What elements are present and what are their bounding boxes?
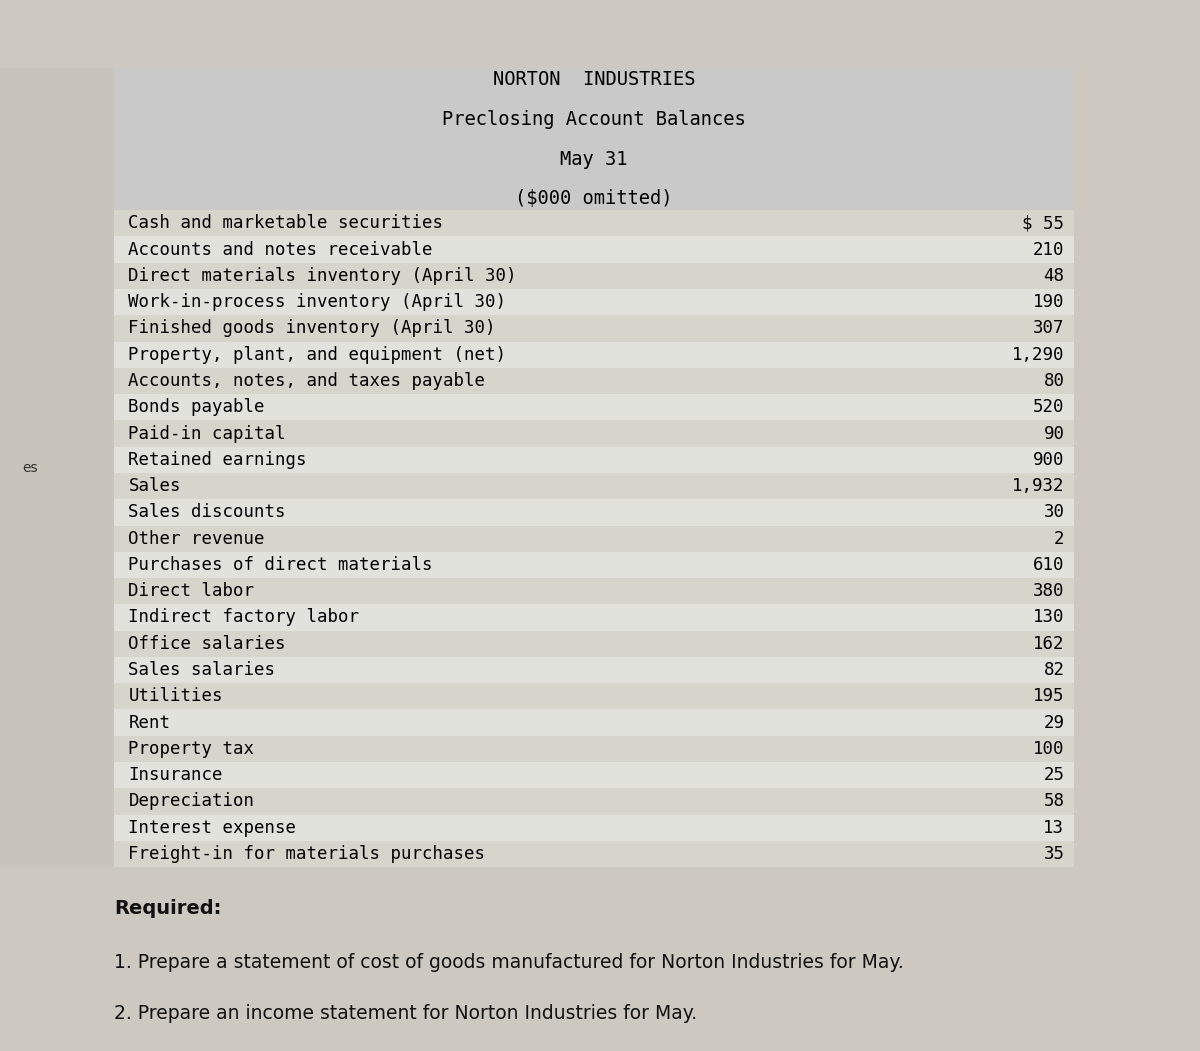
FancyBboxPatch shape — [114, 473, 1074, 499]
Text: 210: 210 — [1033, 241, 1064, 259]
Text: Sales: Sales — [128, 477, 181, 495]
Text: 58: 58 — [1044, 792, 1064, 810]
Text: Property, plant, and equipment (net): Property, plant, and equipment (net) — [128, 346, 506, 364]
Text: Paid-in capital: Paid-in capital — [128, 425, 286, 442]
Text: 48: 48 — [1044, 267, 1064, 285]
Text: Other revenue: Other revenue — [128, 530, 265, 548]
FancyBboxPatch shape — [114, 368, 1074, 394]
FancyBboxPatch shape — [114, 604, 1074, 631]
Text: May 31: May 31 — [560, 149, 628, 168]
Text: NORTON  INDUSTRIES: NORTON INDUSTRIES — [493, 70, 695, 89]
Text: Bonds payable: Bonds payable — [128, 398, 265, 416]
Text: 100: 100 — [1033, 740, 1064, 758]
FancyBboxPatch shape — [114, 578, 1074, 604]
Text: 307: 307 — [1033, 320, 1064, 337]
FancyBboxPatch shape — [114, 447, 1074, 473]
Text: Retained earnings: Retained earnings — [128, 451, 307, 469]
Text: Required:: Required: — [114, 899, 221, 918]
FancyBboxPatch shape — [114, 342, 1074, 368]
Text: 29: 29 — [1044, 714, 1064, 731]
Text: Preclosing Account Balances: Preclosing Account Balances — [442, 110, 746, 129]
FancyBboxPatch shape — [114, 631, 1074, 657]
Text: Accounts, notes, and taxes payable: Accounts, notes, and taxes payable — [128, 372, 485, 390]
Text: Purchases of direct materials: Purchases of direct materials — [128, 556, 433, 574]
Text: 900: 900 — [1033, 451, 1064, 469]
Text: Direct materials inventory (April 30): Direct materials inventory (April 30) — [128, 267, 517, 285]
FancyBboxPatch shape — [114, 709, 1074, 736]
Text: Sales salaries: Sales salaries — [128, 661, 276, 679]
Text: 520: 520 — [1033, 398, 1064, 416]
Text: Indirect factory labor: Indirect factory labor — [128, 609, 360, 626]
Text: 25: 25 — [1044, 766, 1064, 784]
FancyBboxPatch shape — [0, 68, 114, 867]
FancyBboxPatch shape — [114, 788, 1074, 815]
Text: 380: 380 — [1033, 582, 1064, 600]
Text: 195: 195 — [1033, 687, 1064, 705]
Text: Interest expense: Interest expense — [128, 819, 296, 837]
Text: $ 55: $ 55 — [1022, 214, 1064, 232]
Text: 35: 35 — [1044, 845, 1064, 863]
FancyBboxPatch shape — [114, 499, 1074, 526]
Text: 1,290: 1,290 — [1012, 346, 1064, 364]
Text: Direct labor: Direct labor — [128, 582, 254, 600]
Text: Depreciation: Depreciation — [128, 792, 254, 810]
FancyBboxPatch shape — [114, 68, 1074, 210]
Text: ($000 omitted): ($000 omitted) — [515, 189, 673, 208]
FancyBboxPatch shape — [114, 236, 1074, 263]
FancyBboxPatch shape — [114, 394, 1074, 420]
Text: 82: 82 — [1044, 661, 1064, 679]
Text: Work-in-process inventory (April 30): Work-in-process inventory (April 30) — [128, 293, 506, 311]
Text: 1. Prepare a statement of cost of goods manufactured for Norton Industries for M: 1. Prepare a statement of cost of goods … — [114, 953, 904, 972]
FancyBboxPatch shape — [114, 552, 1074, 578]
FancyBboxPatch shape — [114, 815, 1074, 841]
Text: Rent: Rent — [128, 714, 170, 731]
FancyBboxPatch shape — [114, 210, 1074, 236]
Text: Accounts and notes receivable: Accounts and notes receivable — [128, 241, 433, 259]
Text: Utilities: Utilities — [128, 687, 223, 705]
Text: es: es — [22, 460, 38, 475]
Text: 30: 30 — [1044, 503, 1064, 521]
FancyBboxPatch shape — [114, 657, 1074, 683]
FancyBboxPatch shape — [114, 736, 1074, 762]
FancyBboxPatch shape — [114, 315, 1074, 342]
Text: Sales discounts: Sales discounts — [128, 503, 286, 521]
Text: 190: 190 — [1033, 293, 1064, 311]
FancyBboxPatch shape — [114, 420, 1074, 447]
Text: 2. Prepare an income statement for Norton Industries for May.: 2. Prepare an income statement for Norto… — [114, 1004, 697, 1023]
Text: 610: 610 — [1033, 556, 1064, 574]
Text: Freight-in for materials purchases: Freight-in for materials purchases — [128, 845, 485, 863]
FancyBboxPatch shape — [114, 762, 1074, 788]
Text: Insurance: Insurance — [128, 766, 223, 784]
FancyBboxPatch shape — [114, 526, 1074, 552]
FancyBboxPatch shape — [114, 683, 1074, 709]
Text: 13: 13 — [1044, 819, 1064, 837]
Text: 1,932: 1,932 — [1012, 477, 1064, 495]
Text: Office salaries: Office salaries — [128, 635, 286, 653]
Text: 162: 162 — [1033, 635, 1064, 653]
Text: 90: 90 — [1044, 425, 1064, 442]
FancyBboxPatch shape — [114, 263, 1074, 289]
Text: Property tax: Property tax — [128, 740, 254, 758]
FancyBboxPatch shape — [114, 841, 1074, 867]
Text: Finished goods inventory (April 30): Finished goods inventory (April 30) — [128, 320, 496, 337]
FancyBboxPatch shape — [114, 289, 1074, 315]
Text: 130: 130 — [1033, 609, 1064, 626]
Text: Cash and marketable securities: Cash and marketable securities — [128, 214, 444, 232]
Text: 80: 80 — [1044, 372, 1064, 390]
Text: 2: 2 — [1054, 530, 1064, 548]
